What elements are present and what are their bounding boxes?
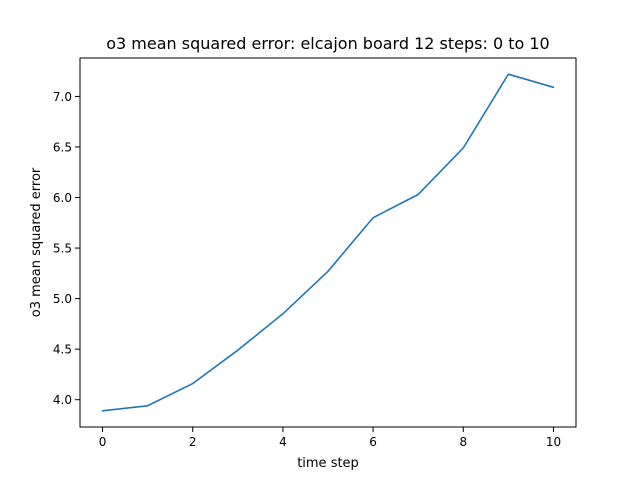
y-tick-label: 5.5 xyxy=(53,242,72,256)
y-tick-label: 4.0 xyxy=(53,393,72,407)
y-tick-label: 6.5 xyxy=(53,140,72,154)
plot-area xyxy=(79,57,577,428)
x-tick-label: 10 xyxy=(546,435,561,449)
x-tick-label: 2 xyxy=(189,435,197,449)
x-tick-label: 4 xyxy=(279,435,287,449)
chart-title: o3 mean squared error: elcajon board 12 … xyxy=(106,34,549,53)
x-tick-label: 8 xyxy=(459,435,467,449)
series-layer xyxy=(101,73,555,412)
series-line xyxy=(101,73,555,412)
x-tick-label: 6 xyxy=(369,435,377,449)
y-tick-label: 5.0 xyxy=(53,292,72,306)
y-axis: 4.0 4.5 5.0 5.5 6.0 6.5 7.0 xyxy=(53,90,80,407)
plot-frame xyxy=(79,57,577,428)
y-tick-label: 7.0 xyxy=(53,90,72,104)
y-tick-label: 6.0 xyxy=(53,191,72,205)
y-tick-label: 4.5 xyxy=(53,343,72,357)
y-axis-label: o3 mean squared error xyxy=(29,167,44,317)
x-tick-label: 0 xyxy=(99,435,107,449)
x-axis-label: time step xyxy=(297,456,359,471)
x-axis: 0 2 4 6 8 10 xyxy=(99,427,561,449)
